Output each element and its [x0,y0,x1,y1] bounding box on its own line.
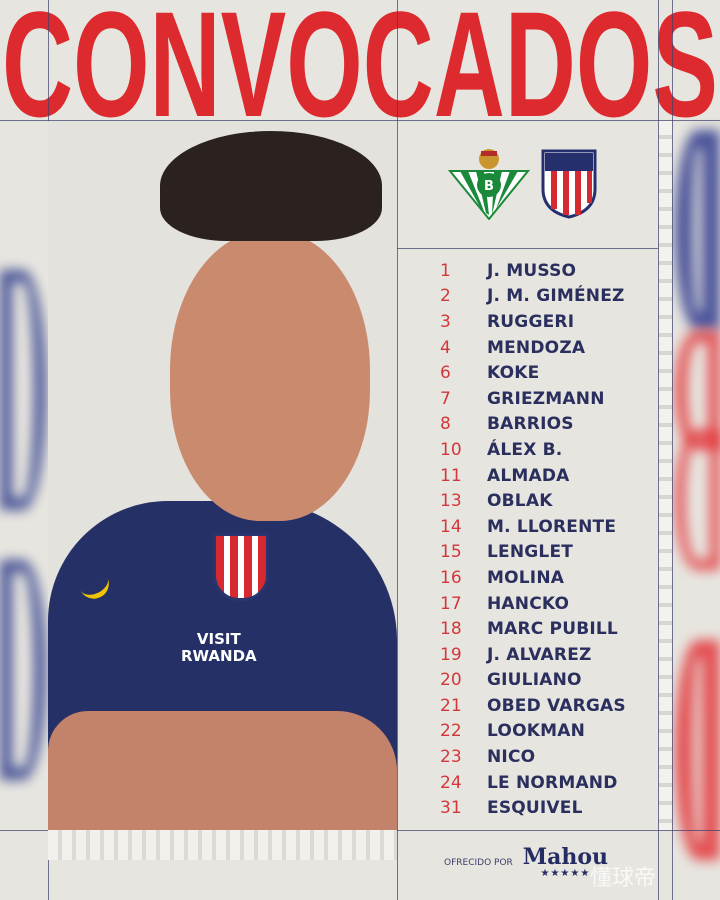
player-row: 18 MARC PUBILL [440,616,655,642]
coach-photo: VISIT RWANDA [48,121,397,830]
player-number: 31 [440,798,462,819]
player-number: 10 [440,439,462,460]
player-number: 1 [440,260,451,281]
real-betis-crest-icon: B [448,149,530,220]
player-name: LE NORMAND [487,772,618,793]
player-row: 20 GIULIANO [440,668,655,694]
player-row: 14 M. LLORENTE [440,514,655,540]
player-number: 3 [440,311,451,332]
player-row: 21 OBED VARGAS [440,693,655,719]
player-number: 11 [440,465,462,486]
player-number: 2 [440,286,451,307]
player-name: ALMADA [487,465,570,486]
player-number: 21 [440,695,462,716]
shirt-sponsor-line: VISIT [196,630,241,648]
player-row: 16 MOLINA [440,565,655,591]
player-number: 17 [440,593,462,614]
divider [672,0,673,900]
player-number: 7 [440,388,451,409]
atletico-crest-icon [213,533,269,601]
player-row: 11 ALMADA [440,463,655,489]
player-name: LENGLET [487,542,574,563]
player-number: 18 [440,619,462,640]
player-row: 15 LENGLET [440,540,655,566]
player-row: 6 KOKE [440,360,655,386]
player-name: J. MUSSO [487,260,577,281]
player-number: 15 [440,542,462,563]
side-strip [659,121,672,830]
player-number: 16 [440,567,462,588]
player-name: ÁLEX B. [487,439,563,460]
player-name: OBED VARGAS [487,695,626,716]
page-title-banner: CONVOCADOS [2,0,718,120]
player-row: 13 OBLAK [440,488,655,514]
match-crests: B [398,121,658,248]
player-name: LOOKMAN [487,721,586,742]
player-name: OBLAK [487,491,553,512]
player-name: J. ALVAREZ [487,644,592,665]
player-number: 22 [440,721,462,742]
coach-hair [160,131,382,241]
decor-swirl [675,130,720,330]
player-name: MOLINA [487,567,565,588]
player-row: 7 GRIEZMANN [440,386,655,412]
player-name: GIULIANO [487,670,582,691]
player-number: 6 [440,363,451,384]
player-name: MARC PUBILL [487,619,618,640]
decor-swirl [675,430,720,570]
player-name: KOKE [487,363,540,384]
player-number: 19 [440,644,462,665]
player-row: 19 J. ALVAREZ [440,642,655,668]
player-number: 13 [440,491,462,512]
player-name: BARRIOS [487,414,574,435]
sponsor-stars: ★★★★★ [540,868,591,879]
decor-swirl [0,270,46,510]
player-name: NICO [487,747,536,768]
player-number: 14 [440,516,462,537]
player-name: RUGGERI [487,311,575,332]
player-row: 31 ESQUIVEL [440,795,655,821]
player-row: 10 ÁLEX B. [440,437,655,463]
coach-head [170,231,370,521]
decor-swirl [0,560,46,780]
player-row: 22 LOOKMAN [440,719,655,745]
player-row: 17 HANCKO [440,591,655,617]
atletico-madrid-crest-icon [541,149,597,219]
svg-text:B: B [484,179,494,194]
player-row: 2 J. M. GIMÉNEZ [440,284,655,310]
player-row: 23 NICO [440,744,655,770]
player-name: HANCKO [487,593,570,614]
watermark: 懂球帝 [590,866,657,891]
divider [0,120,720,121]
decor-swirl [675,640,720,860]
player-name: M. LLORENTE [487,516,617,537]
player-row: 3 RUGGERI [440,309,655,335]
player-row: 4 MENDOZA [440,335,655,361]
page-title: CONVOCADOS [2,0,718,120]
player-number: 23 [440,747,462,768]
player-number: 4 [440,337,451,358]
player-row: 8 BARRIOS [440,412,655,438]
shirt-sponsor: VISIT RWANDA [181,631,257,665]
bottom-strip [48,830,397,860]
player-number: 8 [440,414,451,435]
player-name: GRIEZMANN [487,388,605,409]
player-number: 20 [440,670,462,691]
divider [658,0,659,900]
player-row: 24 LE NORMAND [440,770,655,796]
squad-list: 1 J. MUSSO 2 J. M. GIMÉNEZ 3 RUGGERI 4 MENDOZA 6… [440,258,655,821]
player-name: J. M. GIMÉNEZ [487,286,625,307]
player-name: MENDOZA [487,337,586,358]
divider [397,0,398,900]
sponsor: OFRECIDO POR Mahou ★★★★★ [444,846,608,879]
shirt-sponsor-line: RWANDA [181,647,257,665]
crossed-arms [48,711,397,830]
player-number: 24 [440,772,462,793]
mahou-logo: Mahou ★★★★★ [523,846,608,879]
sponsor-label: OFRECIDO POR [444,857,513,868]
sponsor-brand: Mahou [522,844,609,870]
divider [397,248,658,249]
player-row: 1 J. MUSSO [440,258,655,284]
player-name: ESQUIVEL [487,798,583,819]
